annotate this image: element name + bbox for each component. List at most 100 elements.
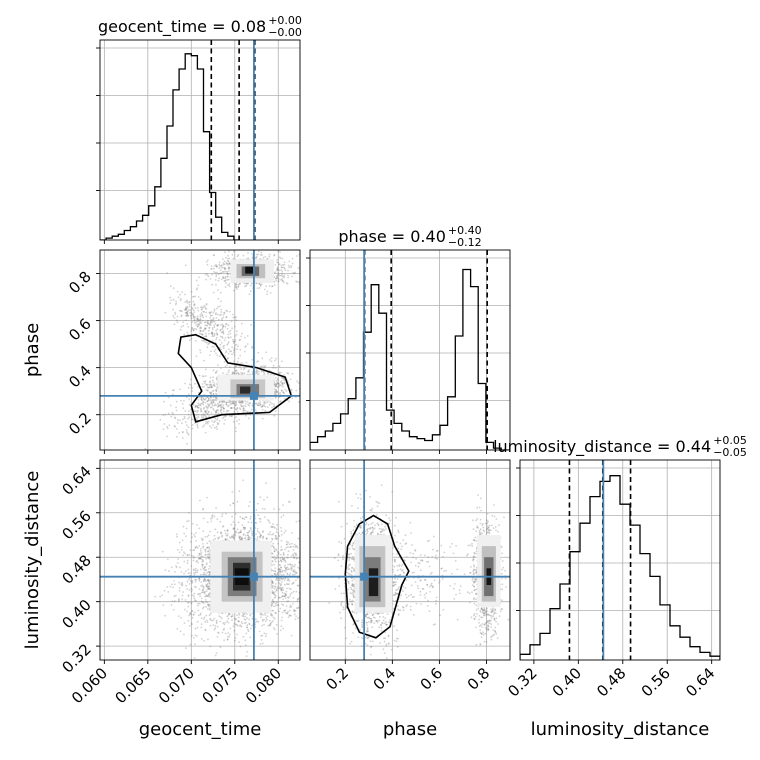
sample-point [197, 416, 200, 418]
sample-point [273, 280, 276, 283]
sample-point [282, 391, 284, 394]
sample-point [193, 319, 196, 322]
sample-point [273, 388, 276, 391]
sample-point [254, 402, 257, 405]
sample-point [199, 321, 202, 323]
sample-point [210, 412, 213, 414]
sample-point [228, 366, 231, 368]
sample-point [216, 265, 218, 267]
sample-point [232, 528, 235, 530]
sample-point [211, 386, 213, 388]
sample-point [218, 261, 221, 264]
sample-point [193, 568, 195, 571]
sample-point [204, 573, 207, 576]
sample-point [286, 283, 289, 285]
sample-point [223, 268, 226, 271]
sample-point [222, 331, 225, 334]
sample-point [276, 274, 279, 276]
sample-point [248, 538, 251, 541]
sample-point [225, 282, 228, 285]
sample-point [179, 299, 182, 302]
sample-point [191, 588, 193, 591]
sample-point [205, 324, 208, 327]
sample-point [220, 300, 222, 303]
sample-point [247, 257, 250, 259]
sample-point [250, 324, 253, 326]
sample-point [193, 410, 196, 412]
sample-point [257, 248, 259, 250]
sample-point [233, 526, 236, 529]
sample-point [209, 320, 212, 323]
sample-point [238, 641, 241, 644]
sample-point [243, 518, 246, 520]
sample-point [239, 645, 242, 648]
sample-point [239, 515, 242, 518]
sample-point [284, 571, 287, 573]
sample-point [219, 343, 222, 346]
sample-point [237, 620, 240, 622]
sample-point [237, 283, 240, 286]
sample-point [290, 265, 292, 267]
sample-point [210, 383, 212, 386]
sample-point [197, 406, 199, 409]
sample-point [207, 397, 210, 400]
sample-point [218, 277, 221, 280]
sample-point [187, 386, 190, 389]
sample-point [247, 369, 250, 371]
sample-point [214, 323, 217, 325]
sample-point [226, 364, 228, 367]
sample-point [217, 323, 220, 326]
sample-point [193, 573, 196, 576]
sample-point [271, 538, 274, 541]
sample-point [274, 271, 277, 273]
sample-point [292, 271, 295, 274]
sample-point [194, 410, 197, 412]
sample-point [206, 579, 209, 582]
sample-point [287, 546, 289, 548]
sample-point [201, 416, 204, 419]
sample-point [184, 382, 187, 385]
sample-point [259, 366, 262, 368]
sample-point [196, 411, 199, 413]
sample-point [271, 598, 274, 601]
sample-point [248, 417, 250, 420]
sample-point [181, 583, 184, 586]
sample-point [271, 591, 274, 594]
sample-point [208, 556, 211, 559]
sample-point [202, 588, 205, 590]
sample-point [208, 398, 210, 400]
sample-point [271, 585, 273, 588]
sample-point [251, 532, 253, 535]
sample-point [198, 579, 201, 582]
sample-point [227, 632, 230, 634]
sample-point [267, 372, 269, 374]
sample-point [203, 359, 206, 362]
sample-point [205, 273, 208, 275]
sample-point [277, 263, 280, 266]
sample-point [188, 625, 191, 627]
sample-point [279, 629, 282, 632]
sample-point [209, 396, 212, 399]
sample-point [283, 392, 285, 395]
sample-point [247, 371, 250, 373]
sample-point [206, 422, 209, 425]
sample-point [263, 405, 265, 407]
sample-point [206, 413, 209, 416]
sample-point [220, 272, 223, 274]
sample-point [282, 589, 285, 592]
sample-point [266, 293, 268, 296]
sample-point [270, 613, 273, 616]
sample-point [164, 311, 167, 314]
sample-point [206, 421, 209, 424]
sample-point [259, 284, 262, 287]
sample-point [296, 577, 299, 580]
sample-point [209, 402, 212, 405]
sample-point [292, 603, 294, 605]
sample-point [250, 627, 252, 630]
sample-point [288, 609, 291, 612]
sample-point [204, 548, 207, 551]
sample-point [284, 548, 286, 551]
sample-point [212, 335, 215, 338]
sample-point [251, 246, 253, 248]
sample-point [243, 622, 246, 624]
